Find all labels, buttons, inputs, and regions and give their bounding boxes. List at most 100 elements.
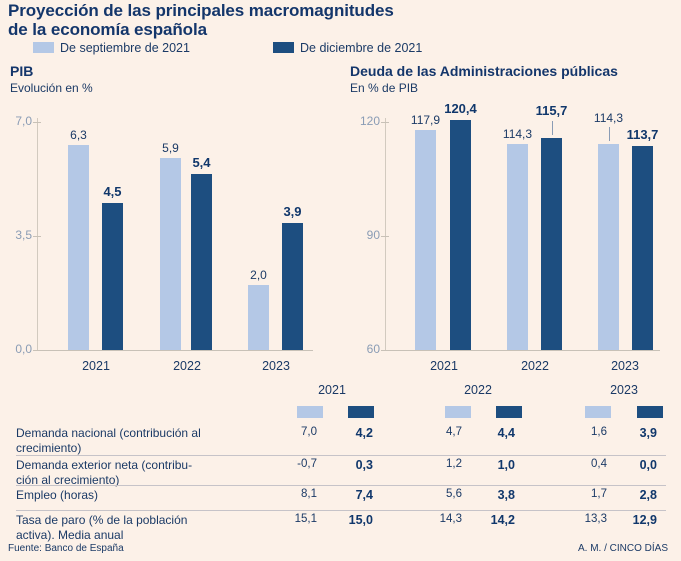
bar-value-label: 113,7 — [626, 126, 659, 142]
december-swatch-icon — [637, 406, 663, 418]
table-cell: 14,3 — [439, 513, 462, 525]
table-cell: 1,6 — [591, 426, 607, 438]
bar-value-label: 3,9 — [283, 203, 302, 219]
x-axis-line — [385, 350, 660, 351]
table-cell: 15,1 — [294, 513, 317, 525]
legend-label-december: De diciembre de 2021 — [300, 41, 423, 55]
table-year-header: 2022 — [464, 383, 492, 397]
y-axis-tick — [381, 350, 389, 351]
y-axis-tick — [381, 122, 389, 123]
bar-december — [191, 174, 212, 350]
x-axis-label: 2022 — [173, 359, 201, 373]
table-cell: 4,7 — [446, 426, 462, 438]
table-cell: 15,0 — [348, 513, 373, 527]
bar-value-label: 120,4 — [444, 101, 477, 117]
december-swatch-icon — [496, 406, 522, 418]
y-axis-line — [37, 118, 38, 350]
source-note: Fuente: Banco de España — [8, 543, 124, 554]
bar-value-label: 6,3 — [70, 127, 87, 142]
table-cell: 1,0 — [497, 458, 515, 472]
table-row-label-line: crecimiento) — [16, 441, 82, 455]
table-cell: 5,6 — [446, 488, 462, 500]
y-axis-tick-label: 90 — [366, 228, 380, 242]
label-leader-line — [551, 121, 553, 136]
table-row-label-line: activa). Media anual — [16, 528, 124, 542]
table-separator — [16, 485, 666, 486]
table-cell: 3,9 — [639, 426, 657, 440]
table-cell: 1,7 — [591, 488, 607, 500]
bar-december — [541, 138, 562, 350]
page-title: Proyección de las principales macromagni… — [8, 1, 394, 39]
bar-value-label: 115,7 — [535, 103, 568, 119]
september-swatch-icon — [445, 406, 471, 418]
table-row-label: Empleo (horas) — [16, 488, 288, 503]
table-cell: 0,3 — [355, 458, 373, 472]
table-row-label: Demanda exterior neta (contribu-ción al … — [16, 458, 288, 488]
y-axis-tick-label: 60 — [366, 342, 380, 356]
pib-chart-subtitle: Evolución en % — [10, 81, 93, 95]
table-row-label: Demanda nacional (contribución al crecimi… — [16, 426, 288, 456]
table-row-label: Tasa de paro (% de la población activa). … — [16, 513, 288, 543]
table-cell: 13,3 — [584, 513, 607, 525]
table-cell: 3,8 — [497, 488, 515, 502]
bar-september — [160, 157, 181, 350]
december-swatch-icon — [348, 406, 374, 418]
bar-value-label: 5,4 — [192, 155, 211, 171]
table-cell: 4,2 — [355, 426, 373, 440]
page-title-line2: de la economía española — [8, 20, 207, 39]
bar-december — [282, 222, 303, 350]
x-axis-label: 2021 — [430, 359, 458, 373]
bar-september — [248, 284, 269, 350]
table-separator — [16, 455, 666, 456]
y-axis-tick — [33, 236, 41, 237]
bar-value-label: 5,9 — [162, 140, 179, 155]
pib-chart-title: PIB — [10, 63, 34, 79]
x-axis-label: 2023 — [262, 359, 290, 373]
bar-december — [450, 120, 471, 350]
table-cell: 4,4 — [497, 426, 515, 440]
y-axis-tick-label: 0,0 — [15, 342, 32, 356]
table-cell: 12,9 — [632, 513, 657, 527]
x-axis-label: 2023 — [611, 359, 639, 373]
bar-value-label: 117,9 — [410, 112, 441, 127]
table-row-label-line: Empleo (horas) — [16, 488, 99, 502]
table-row-label-line: Tasa de paro (% de la población — [16, 513, 188, 527]
table-row-label-line: Demanda exterior neta (contribu- — [16, 458, 193, 472]
table-cell: 0,4 — [591, 458, 607, 470]
y-axis-tick-label: 3,5 — [15, 228, 32, 242]
page-title-line1: Proyección de las principales macromagni… — [8, 1, 394, 20]
y-axis-tick-label: 120 — [359, 114, 380, 128]
table-cell: 0,0 — [639, 458, 657, 472]
y-axis-tick — [33, 122, 41, 123]
table-year-header: 2023 — [610, 383, 638, 397]
table-cell: 8,1 — [301, 488, 317, 500]
y-axis-tick-label: 7,0 — [15, 114, 32, 128]
bar-september — [598, 143, 619, 350]
debt-chart-title: Deuda de las Administraciones públicas — [350, 63, 618, 79]
table-cell: 1,2 — [446, 458, 462, 470]
bar-value-label: 2,0 — [250, 267, 267, 282]
label-leader-line — [608, 126, 610, 141]
y-axis-tick — [381, 236, 389, 237]
bar-value-label: 4,5 — [103, 184, 122, 200]
table-row-label-line: Demanda nacional (contribución al — [16, 426, 201, 440]
y-axis-tick — [33, 350, 41, 351]
y-axis-line — [385, 118, 386, 350]
december-swatch-icon — [273, 42, 294, 53]
table-row-label-line: ción al crecimiento) — [16, 473, 120, 487]
bar-september — [415, 129, 436, 350]
x-axis-label: 2022 — [521, 359, 549, 373]
debt-chart-subtitle: En % de PIB — [350, 81, 419, 95]
bar-september — [507, 143, 528, 350]
table-cell: 7,0 — [301, 426, 317, 438]
bar-december — [102, 203, 123, 350]
x-axis-label: 2021 — [82, 359, 110, 373]
credit-note: A. M. / CINCO DÍAS — [577, 543, 668, 554]
bar-september — [68, 144, 89, 350]
table-cell: -0,7 — [297, 458, 317, 470]
table-cell: 7,4 — [355, 488, 373, 502]
table-separator — [16, 510, 666, 511]
bar-value-label: 114,3 — [593, 110, 624, 125]
september-swatch-icon — [585, 406, 611, 418]
